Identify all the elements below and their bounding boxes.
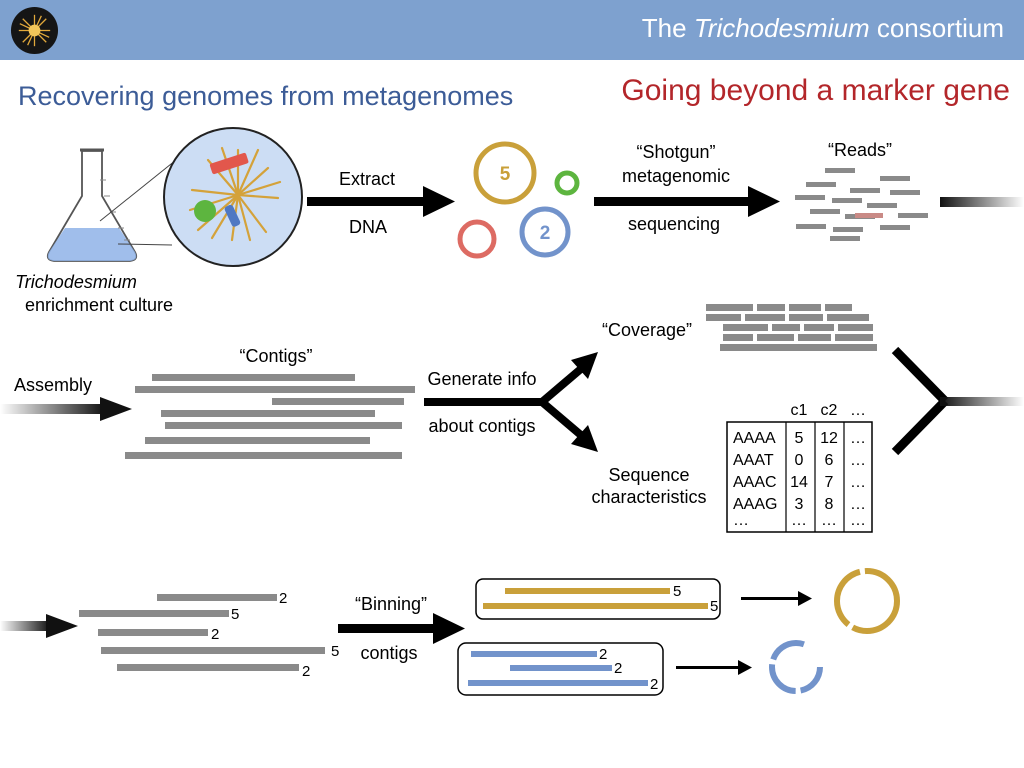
shotgun-label: “Shotgun” xyxy=(636,142,715,162)
table-cell: … xyxy=(791,512,807,529)
assembly-arrow-head xyxy=(100,397,132,421)
genome-arrow-gold xyxy=(741,591,812,606)
table-header: … xyxy=(850,402,866,419)
kmer-table: c1 c2 … AAAA 5 12 … AAAT 0 6 … AAAC 14 7… xyxy=(726,402,873,533)
table-cell: … xyxy=(850,496,866,513)
reads-cluster xyxy=(795,168,928,241)
table-cell: 7 xyxy=(825,474,834,491)
page-title: The Trichodesmium consortium xyxy=(641,13,1004,43)
read-highlight xyxy=(855,213,883,218)
table-cell: 12 xyxy=(820,430,838,447)
sequencing-label: sequencing xyxy=(628,214,720,234)
table-cell: … xyxy=(850,452,866,469)
table-header: c2 xyxy=(821,402,838,419)
generate-info-label: Generate info xyxy=(427,369,536,389)
seqchar-label-2: characteristics xyxy=(591,487,706,507)
bin-gold-contig xyxy=(483,603,708,609)
table-cell: AAAA xyxy=(733,430,776,447)
table-cell: 3 xyxy=(795,496,804,513)
continue-arrow-right xyxy=(940,197,1024,207)
table-cell: … xyxy=(850,512,866,529)
bin-gold-box xyxy=(475,578,721,620)
genome-arrow-blue xyxy=(676,660,752,675)
genome-gold-icon xyxy=(834,568,900,634)
contig-count-label: 2 xyxy=(279,590,287,607)
table-cell: … xyxy=(850,430,866,447)
zoom-line-lower xyxy=(117,243,173,246)
genome-blue-icon xyxy=(769,640,823,694)
bin-blue-contig xyxy=(468,680,648,686)
labeled-contigs xyxy=(79,594,325,671)
metagenomic-label: metagenomic xyxy=(622,166,730,186)
bin-blue-count: 2 xyxy=(599,646,607,663)
bin-gold-contig xyxy=(505,588,670,594)
fork-arrow xyxy=(424,352,598,452)
contigs-stack xyxy=(125,374,415,459)
table-cell: AAAT xyxy=(733,452,774,469)
coverage-stack xyxy=(706,304,877,351)
dna-circle-red xyxy=(457,219,497,259)
binning-arrow xyxy=(338,613,465,644)
table-header: c1 xyxy=(791,402,808,419)
seqchar-label-1: Sequence xyxy=(608,465,689,485)
table-cell: 5 xyxy=(795,430,804,447)
table-cell: 6 xyxy=(825,452,834,469)
microscope-zoom-icon xyxy=(163,127,303,267)
dna-circle-small xyxy=(554,170,580,196)
binning-in-arrow-head xyxy=(46,614,78,638)
bin-blue-contig xyxy=(471,651,597,657)
table-cell: AAAG xyxy=(733,496,777,513)
table-cell: 14 xyxy=(790,474,808,491)
bin-blue-box xyxy=(457,642,664,696)
table-cell: AAAC xyxy=(733,474,777,491)
dna-circle-mid xyxy=(519,206,571,258)
table-cell: … xyxy=(821,512,837,529)
contig-count-label: 2 xyxy=(302,663,310,680)
bin-blue-count: 2 xyxy=(614,660,622,677)
bin-blue-count: 2 xyxy=(650,676,658,693)
table-cell: … xyxy=(733,512,749,529)
culture-label: enrichment culture xyxy=(25,295,173,315)
merge-arrow xyxy=(891,346,1024,456)
bin-gold-count: 5 xyxy=(710,598,718,615)
extract-arrow xyxy=(307,186,455,217)
dna-circle-mid-label: 2 xyxy=(540,223,551,244)
coverage-label: “Coverage” xyxy=(602,320,692,340)
header-bar: The Trichodesmium consortium xyxy=(0,0,1024,60)
table-cell: 0 xyxy=(795,452,804,469)
subtitle-left: Recovering genomes from metagenomes xyxy=(18,81,513,111)
contig-count-label: 2 xyxy=(211,626,219,643)
contigs-bin-label: contigs xyxy=(360,643,417,663)
about-contigs-label: about contigs xyxy=(428,416,535,436)
contig-count-label: 5 xyxy=(331,643,339,660)
bin-blue-contig xyxy=(510,665,612,671)
dna-label: DNA xyxy=(349,217,387,237)
dna-circle-large-label: 5 xyxy=(500,164,511,185)
reads-label: “Reads” xyxy=(828,140,892,160)
assembly-label: Assembly xyxy=(14,375,92,395)
contigs-label: “Contigs” xyxy=(239,346,312,366)
culture-label-italic: Trichodesmium xyxy=(15,272,137,292)
dna-circle-large xyxy=(473,141,537,205)
binning-label: “Binning” xyxy=(355,594,427,614)
table-cell: 8 xyxy=(825,496,834,513)
zoom-line-upper xyxy=(99,159,177,222)
sequencing-arrow xyxy=(594,186,780,217)
table-cell: … xyxy=(850,474,866,491)
extract-label: Extract xyxy=(339,169,395,189)
subtitle-right: Going beyond a marker gene xyxy=(621,74,1010,107)
bin-gold-count: 5 xyxy=(673,583,681,600)
trichodesmium-logo-icon xyxy=(10,6,59,55)
flask-icon xyxy=(46,148,138,262)
assembly-arrow-tail xyxy=(0,404,105,414)
binning-in-arrow-tail xyxy=(0,621,50,631)
contig-count-label: 5 xyxy=(231,606,239,623)
